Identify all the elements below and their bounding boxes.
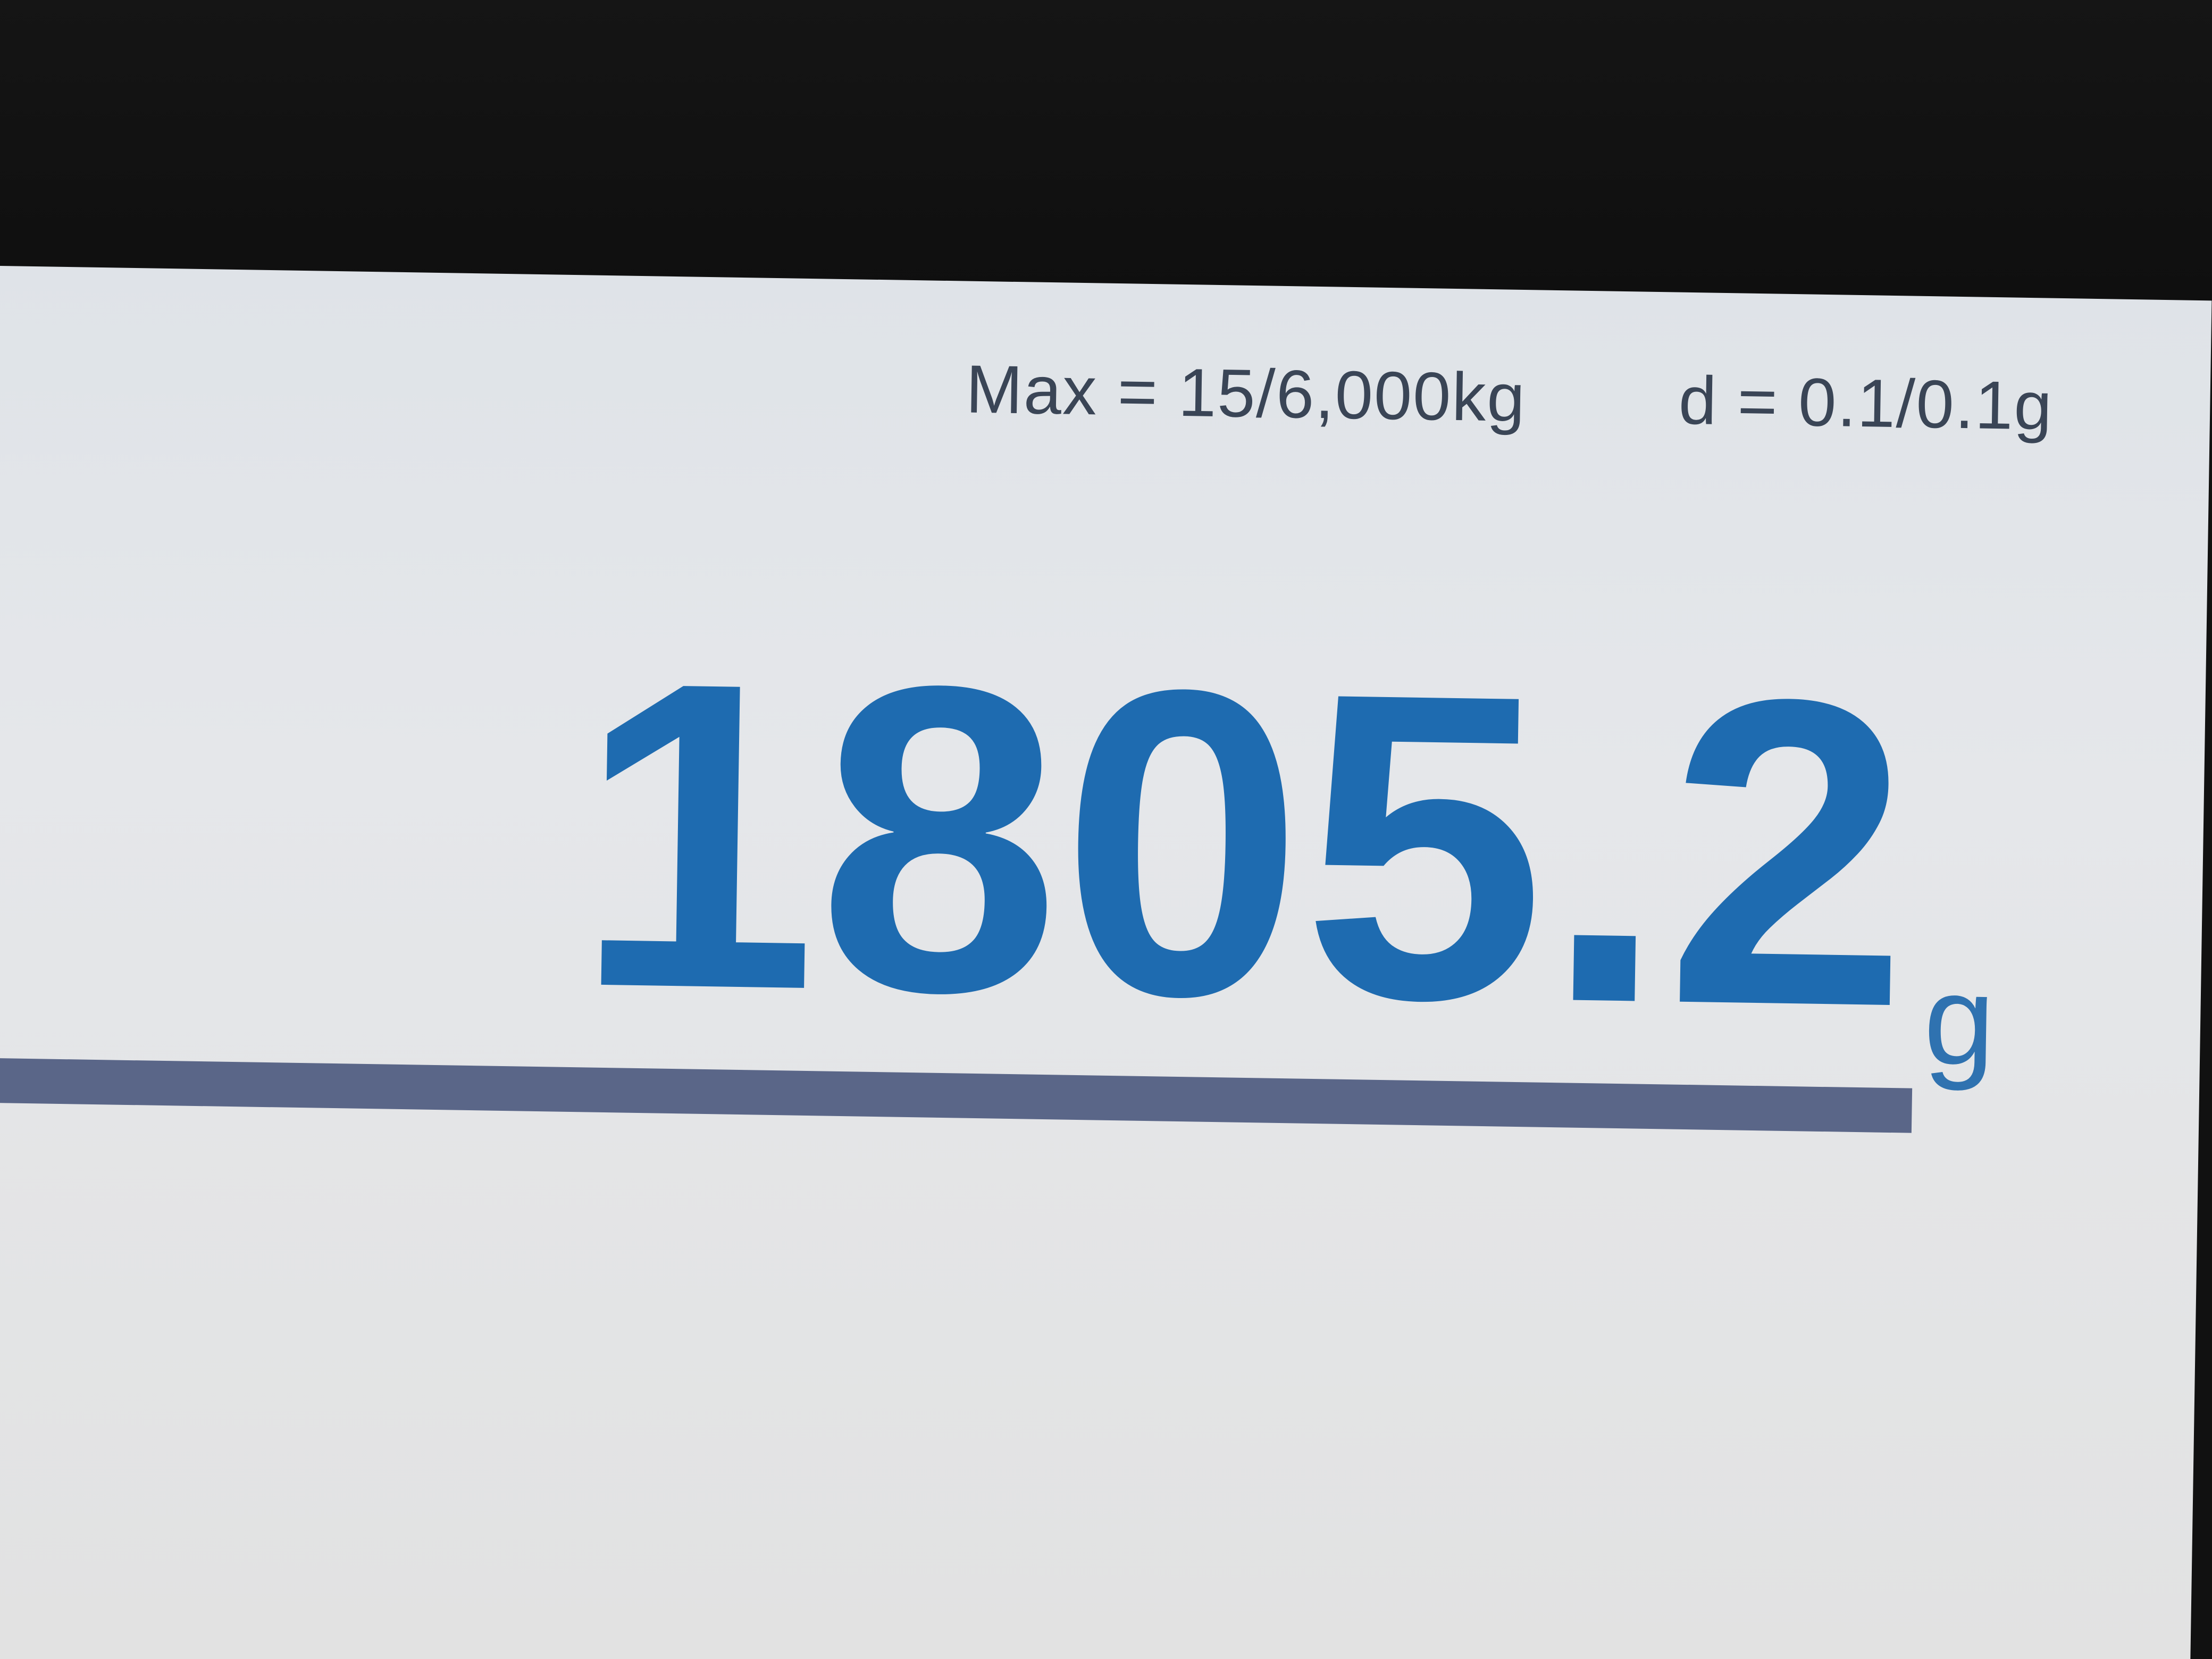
division-label: d = 0.1/0.1g <box>1678 362 2054 445</box>
weight-unit: g <box>1923 948 1996 1092</box>
scale-display: Max = 15/6,000kg d = 0.1/0.1g 1805.2 g <box>0 266 2212 1659</box>
weight-reading: 1805.2 <box>572 590 1914 1098</box>
max-capacity-label: Max = 15/6,000kg <box>965 351 1527 437</box>
spec-row: Max = 15/6,000kg d = 0.1/0.1g <box>965 350 2053 446</box>
